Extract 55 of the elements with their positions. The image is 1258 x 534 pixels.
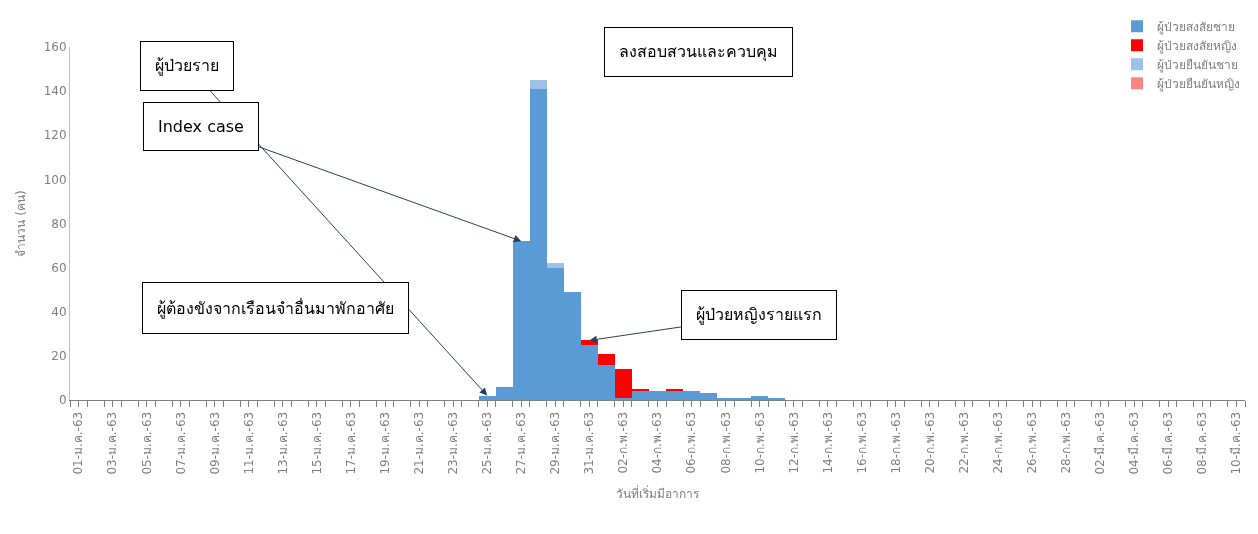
- x-tick-label: 31-ม.ค.-63: [582, 411, 597, 475]
- x-tick-label: 27-ม.ค.-63: [514, 411, 529, 475]
- x-tick-label: 04-ก.พ.-63: [650, 411, 665, 474]
- x-tick-label: 25-ม.ค.-63: [480, 411, 495, 475]
- legend-label: ผู้ป่วยสงสัยหญิง: [1157, 38, 1237, 54]
- x-tick-label: 08-มี.ค.-63: [1195, 411, 1210, 475]
- x-tick-label: 23-ม.ค.-63: [446, 411, 461, 475]
- x-tick-label: 26-ก.พ.-63: [1025, 411, 1040, 474]
- x-tick-label: 07-ม.ค.-63: [173, 411, 188, 475]
- x-tick-label: 08-ก.พ.-63: [718, 411, 733, 474]
- x-tick-label: 12-ก.พ.-63: [786, 411, 801, 474]
- x-tick-label: 09-ม.ค.-63: [207, 411, 222, 475]
- y-tick-label: 100: [43, 172, 67, 187]
- x-tick-label: 15-ม.ค.-63: [309, 411, 324, 475]
- x-tick-label: 13-ม.ค.-63: [275, 411, 290, 475]
- x-tick-label: 29-ม.ค.-63: [548, 411, 563, 475]
- y-tick-label: 80: [51, 216, 67, 231]
- x-tick-label: 20-ก.พ.-63: [922, 411, 937, 474]
- x-tick-label: 18-ก.พ.-63: [888, 411, 903, 474]
- x-tick-label: 10-ก.พ.-63: [752, 411, 767, 474]
- x-tick-label: 06-มี.ค.-63: [1161, 411, 1176, 475]
- x-tick-label: 19-ม.ค.-63: [377, 411, 392, 475]
- annotation: ผู้ป่วยราย: [155, 56, 219, 76]
- y-axis-title: จำนวน (คน): [13, 190, 28, 257]
- y-tick-label: 20: [51, 349, 67, 364]
- x-tick-label: 14-ก.พ.-63: [820, 411, 835, 474]
- x-tick-label: 17-ม.ค.-63: [343, 411, 358, 475]
- x-tick-label: 02-มี.ค.-63: [1093, 411, 1108, 475]
- x-tick-label: 16-ก.พ.-63: [854, 411, 869, 474]
- x-tick-label: 02-ก.พ.-63: [616, 411, 631, 474]
- x-tick-label: 10-มี.ค.-63: [1229, 411, 1244, 475]
- annotation: Index case: [158, 117, 244, 136]
- x-tick-label: 01-ม.ค.-63: [71, 411, 86, 475]
- y-tick-label: 160: [43, 40, 67, 55]
- annotation: ลงสอบสวนและควบคุม: [619, 42, 778, 62]
- legend-label: ผู้ป่วยยืนยันหญิง: [1157, 76, 1240, 92]
- y-tick-label: 0: [58, 393, 67, 408]
- x-tick-label: 03-ม.ค.-63: [105, 411, 120, 475]
- legend-label: ผู้ป่วยสงสัยชาย: [1157, 19, 1235, 35]
- legend-label: ผู้ป่วยยืนยันชาย: [1157, 57, 1238, 73]
- x-tick-label: 28-ก.พ.-63: [1059, 411, 1074, 474]
- y-tick-label: 120: [43, 128, 67, 143]
- x-tick-label: 05-ม.ค.-63: [139, 411, 154, 475]
- x-tick-label: 06-ก.พ.-63: [684, 411, 699, 474]
- y-tick-label: 140: [43, 84, 67, 99]
- x-tick-label: 04-มี.ค.-63: [1127, 411, 1142, 475]
- y-tick-label: 40: [51, 304, 67, 319]
- x-tick-label: 22-ก.พ.-63: [956, 411, 971, 474]
- x-axis-title: วันที่เริ่มมีอาการ: [616, 484, 700, 501]
- y-tick-label: 60: [51, 260, 67, 275]
- x-tick-label: 21-ม.ค.-63: [411, 411, 426, 475]
- annotation: ผู้ป่วยหญิงรายแรก: [696, 305, 822, 325]
- x-tick-label: 11-ม.ค.-63: [241, 411, 256, 475]
- annotation: ผู้ต้องขังจากเรือนจำอื่นมาพักอาศัย: [157, 297, 394, 319]
- x-tick-label: 24-ก.พ.-63: [990, 411, 1005, 474]
